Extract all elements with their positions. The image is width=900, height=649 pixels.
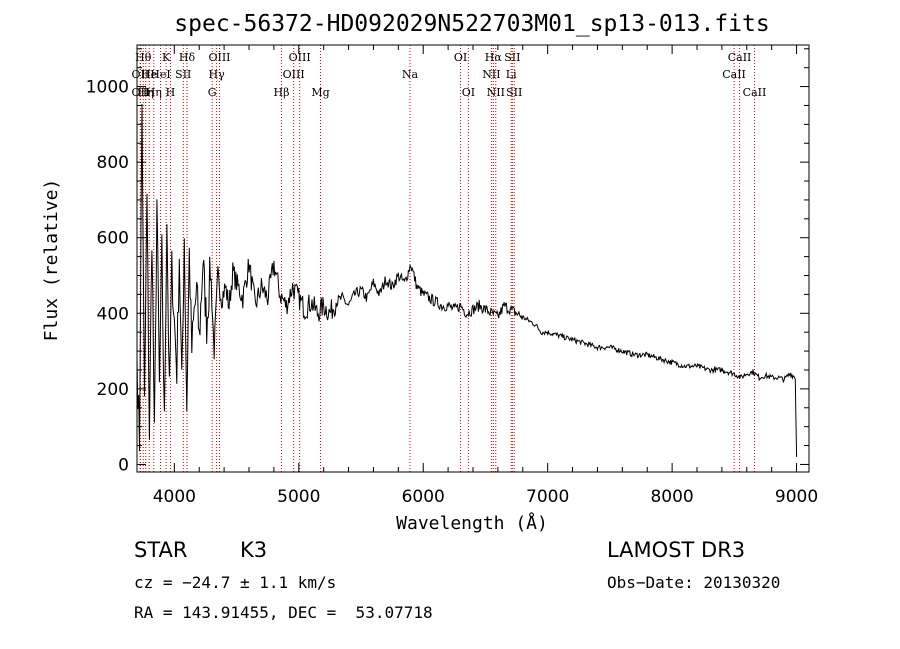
line-label-8: H (166, 86, 176, 99)
line-label-15: OIII (283, 68, 305, 81)
line-label-3: Hη (138, 86, 154, 99)
line-label-2: Hθ (135, 51, 152, 64)
y-axis-label: Flux (relative) (41, 179, 62, 342)
line-label-18: Na (402, 68, 419, 81)
line-label-22: Hα (485, 51, 503, 64)
x-tick-label: 8000 (650, 487, 693, 507)
line-label-1: OII (132, 86, 150, 99)
plot-frame (136, 44, 810, 473)
y-tick-label: 600 (97, 229, 129, 249)
spectrum-series (136, 103, 798, 457)
y-axis-ticks: 0 200 400 600 800 1000 (86, 48, 809, 475)
line-label-12: Hγ (209, 68, 226, 81)
line-label-28: CaII (728, 51, 752, 64)
line-label-13: OIII (208, 51, 230, 64)
y-tick-label: 1000 (86, 78, 129, 98)
line-label-23: NII (487, 86, 505, 99)
chart-title: spec-56372-HD092029N522703M01_sp13-013.f… (174, 11, 769, 37)
x-axis-label: Wavelength (Å) (396, 512, 548, 534)
coordinates-text: RA = 143.91455, DEC = 53.07718 (134, 603, 433, 622)
y-tick-label: 200 (97, 380, 129, 400)
object-class: STAR (134, 538, 188, 562)
line-label-4: He (141, 68, 157, 81)
line-label-17: Mg (311, 86, 329, 99)
line-label-7: K (162, 51, 171, 64)
line-label-27: CaII (722, 68, 746, 81)
line-label-19: OI (454, 51, 467, 64)
line-label-5: Hη (146, 86, 162, 99)
line-label-0: OII (132, 68, 150, 81)
line-label-29: CaII (743, 86, 767, 99)
y-tick-label: 0 (118, 455, 129, 475)
line-label-16: OIII (289, 51, 311, 64)
y-tick-label: 400 (97, 304, 129, 324)
spectral-line-labels: OII OII Hθ Hη He Hη HeI K H SII Hδ G Hγ OIII Hβ OIII OII… (132, 51, 767, 99)
x-tick-label: 7000 (526, 487, 569, 507)
x-tick-label: 4000 (153, 487, 196, 507)
spectral-line-markers (139, 45, 755, 472)
line-label-25: SII (504, 51, 520, 64)
line-label-24: Li (506, 68, 517, 81)
line-label-9: SII (175, 68, 191, 81)
line-label-10: Hδ (179, 51, 196, 64)
x-tick-label: 6000 (402, 487, 445, 507)
obs-date-text: Obs−Date: 20130320 (607, 573, 781, 592)
x-tick-label: 9000 (775, 487, 818, 507)
line-label-6: HeI (150, 68, 170, 81)
line-label-14: Hβ (274, 86, 290, 99)
redshift-text: cz = −24.7 ± 1.1 km/s (134, 573, 337, 592)
line-label-11: G (208, 86, 217, 99)
line-label-21: NII (482, 68, 500, 81)
line-label-26: SII (506, 86, 522, 99)
object-subclass: K3 (240, 538, 268, 562)
x-tick-label: 5000 (277, 487, 320, 507)
survey-label: LAMOST DR3 (607, 538, 746, 562)
y-tick-label: 800 (97, 153, 129, 173)
line-label-20: OI (462, 86, 475, 99)
x-axis-ticks: 4000 5000 6000 7000 8000 9000 (153, 45, 818, 507)
